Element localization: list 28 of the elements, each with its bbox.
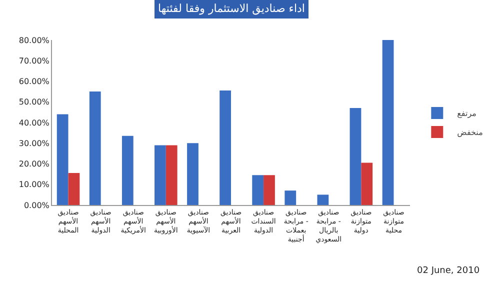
bar [166, 145, 178, 205]
text: 02 June, 2010 [417, 266, 480, 276]
y-tick-label: 20.00% [18, 160, 50, 169]
bar [68, 173, 80, 205]
bar [187, 143, 198, 205]
bar [122, 136, 134, 205]
legend-label: منخفض [457, 128, 483, 138]
bar [382, 40, 394, 205]
bar [252, 175, 264, 205]
bar [220, 90, 231, 205]
bar [264, 175, 275, 205]
y-tick-label: 70.00% [18, 56, 50, 66]
y-tick-label: 40.00% [18, 118, 50, 128]
bar [284, 190, 296, 205]
bar [317, 194, 329, 205]
y-tick-label: 10.00% [18, 180, 50, 190]
bar [350, 108, 362, 205]
chart-title: اداء صناديق الاستثمار وفقا لفئتها [158, 2, 305, 15]
y-tick-label: 60.00% [18, 77, 50, 86]
y-tick-label: 30.00% [18, 138, 50, 148]
legend-label: مرتفع [457, 109, 476, 118]
bar [89, 92, 101, 205]
y-tick-label: 50.00% [18, 98, 50, 107]
y-tick-label: 0.00% [24, 200, 50, 210]
bar [56, 114, 68, 205]
bar [154, 145, 166, 205]
bar [361, 162, 373, 205]
y-tick-label: 80.00% [18, 36, 50, 45]
